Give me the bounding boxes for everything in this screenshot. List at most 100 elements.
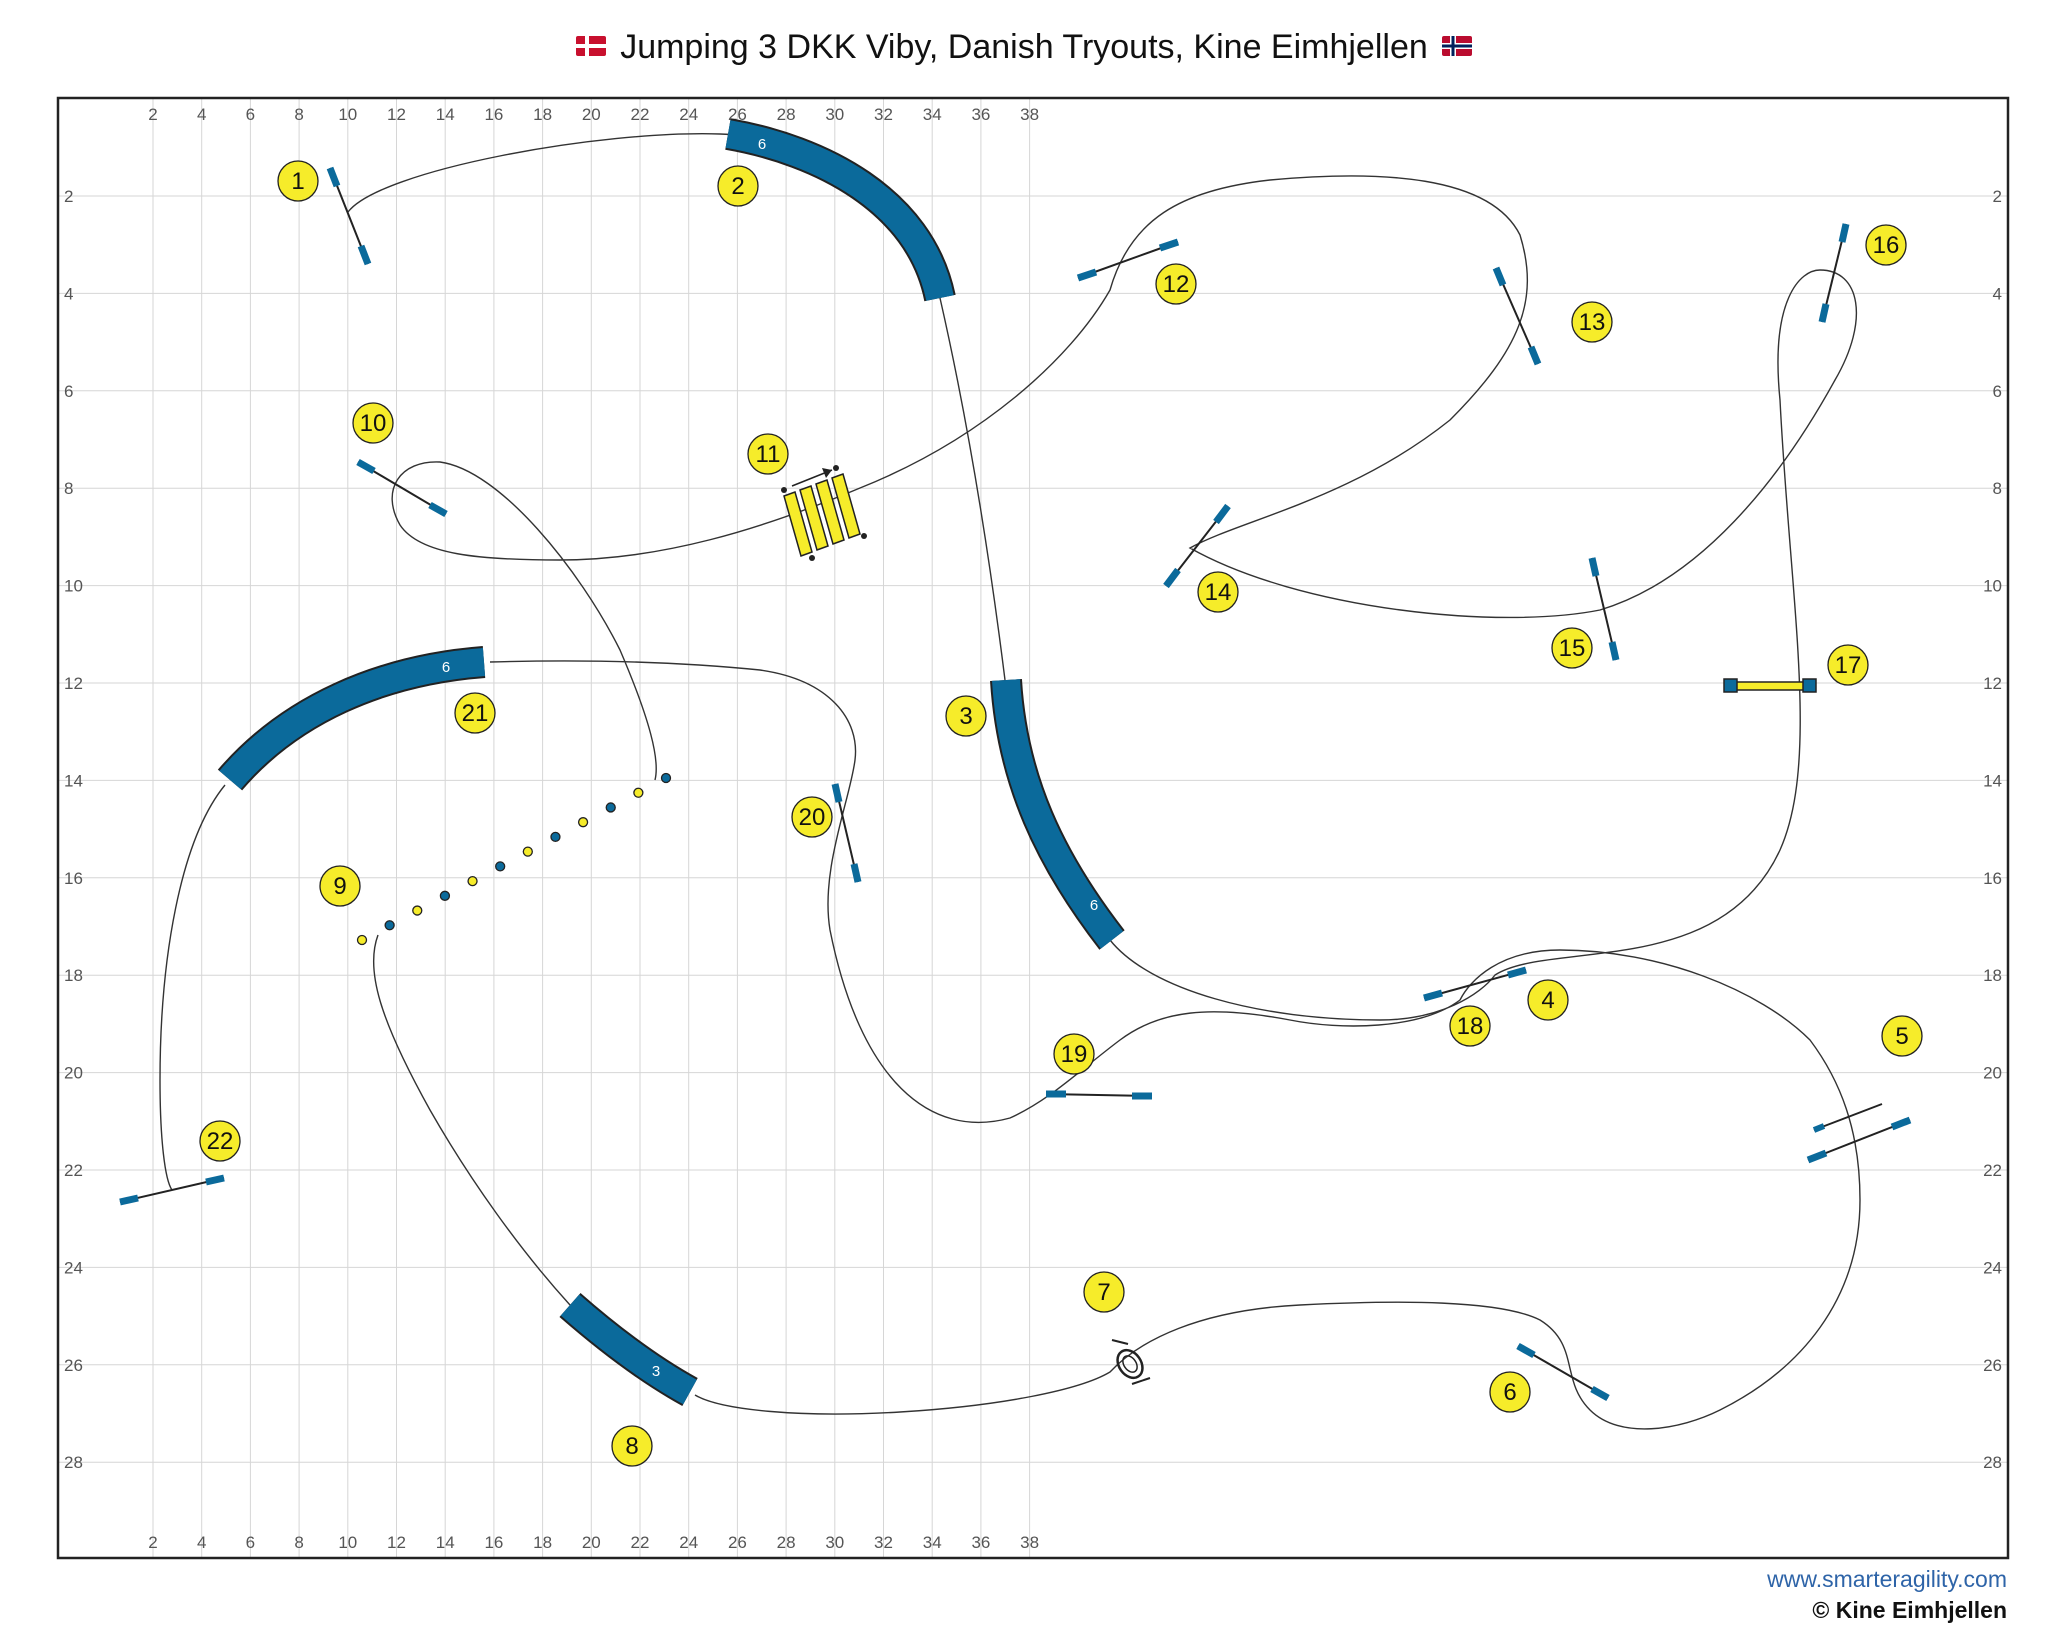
obstacle-number-2: 2 [717, 165, 759, 207]
x-tick-label-top: 10 [338, 105, 357, 124]
svg-text:3: 3 [652, 1363, 660, 1380]
y-tick-label-right: 8 [1993, 479, 2002, 498]
number-marker-text: 17 [1835, 652, 1862, 679]
y-tick-label-left: 26 [64, 1356, 83, 1375]
x-tick-label-top: 18 [533, 105, 552, 124]
y-tick-label-left: 28 [64, 1453, 83, 1472]
obstacle-number-8: 8 [611, 1425, 653, 1467]
number-marker-circle [1083, 1271, 1125, 1313]
x-tick-label-bottom: 16 [484, 1533, 503, 1552]
y-tick-label-left: 8 [64, 479, 73, 498]
jump-20 [831, 783, 862, 883]
jump-6 [1516, 1342, 1610, 1402]
svg-text:6: 6 [758, 136, 766, 153]
number-marker-text: 2 [731, 173, 744, 200]
x-tick-label-top: 28 [777, 105, 796, 124]
x-tick-label-bottom: 28 [777, 1533, 796, 1552]
grid-lines [58, 98, 2008, 1558]
x-tick-label-top: 36 [971, 105, 990, 124]
weave-pole [495, 861, 506, 872]
weave-pole [467, 875, 478, 887]
number-marker-circle [611, 1425, 653, 1467]
x-tick-label-top: 2 [148, 105, 157, 124]
svg-text:6: 6 [1090, 897, 1098, 914]
number-marker-circle [1827, 644, 1869, 686]
x-tick-label-bottom: 14 [436, 1533, 455, 1552]
number-marker-text: 11 [756, 441, 781, 468]
jump-18 [1423, 966, 1527, 1002]
number-marker-circle [199, 1120, 241, 1162]
weave-pole [633, 787, 644, 798]
x-tick-label-bottom: 4 [197, 1533, 206, 1552]
jump-15 [1588, 557, 1620, 661]
x-tick-label-bottom: 6 [246, 1533, 255, 1552]
x-tick-label-top: 16 [484, 105, 503, 124]
number-marker-circle [319, 865, 361, 907]
y-tick-label-left: 12 [64, 674, 83, 693]
obstacle-number-4: 4 [1527, 979, 1569, 1021]
svg-text:6: 6 [442, 659, 450, 676]
x-tick-label-top: 30 [825, 105, 844, 124]
x-tick-label-bottom: 32 [874, 1533, 893, 1552]
number-marker-circle [352, 402, 394, 444]
y-tick-label-left: 10 [64, 577, 83, 596]
obstacle-number-11: 11 [747, 433, 789, 475]
x-tick-label-bottom: 10 [338, 1533, 357, 1552]
obstacle-number-5: 5 [1881, 1015, 1923, 1057]
number-marker-text: 19 [1061, 1041, 1088, 1068]
x-tick-label-bottom: 12 [387, 1533, 406, 1552]
x-tick-label-top: 34 [923, 105, 942, 124]
x-tick-label-top: 14 [436, 105, 455, 124]
jump-14 [1163, 503, 1231, 589]
number-marker-text: 5 [1895, 1023, 1908, 1050]
weave-pole [412, 905, 423, 916]
y-tick-label-left: 6 [64, 382, 73, 401]
weave-pole [605, 802, 616, 813]
x-tick-label-bottom: 38 [1020, 1533, 1039, 1552]
weave-pole [384, 920, 395, 931]
x-tick-label-bottom: 18 [533, 1533, 552, 1552]
y-tick-label-right: 28 [1983, 1453, 2002, 1472]
y-tick-label-right: 10 [1983, 577, 2002, 596]
y-tick-label-right: 22 [1983, 1161, 2002, 1180]
number-marker-circle [1449, 1005, 1491, 1047]
x-tick-label-top: 38 [1020, 105, 1039, 124]
footer-url[interactable]: www.smarteragility.com [1767, 1566, 2007, 1592]
number-marker-text: 1 [291, 168, 304, 195]
obstacle-number-15: 15 [1551, 627, 1593, 669]
obstacle-number-1: 1 [277, 160, 319, 202]
number-marker-circle [277, 160, 319, 202]
y-tick-label-left: 20 [64, 1064, 83, 1083]
number-marker-text: 8 [625, 1433, 638, 1460]
y-tick-label-right: 24 [1983, 1258, 2002, 1277]
number-marker-text: 21 [462, 700, 489, 727]
y-tick-label-right: 20 [1983, 1064, 2002, 1083]
jump-1 [326, 166, 372, 266]
obstacle-number-13: 13 [1571, 301, 1613, 343]
obstacle-number-19: 19 [1053, 1033, 1095, 1075]
x-tick-label-bottom: 34 [923, 1533, 942, 1552]
tire-7 [1111, 1339, 1151, 1385]
obstacle-number-9: 9 [319, 865, 361, 907]
x-tick-label-bottom: 2 [148, 1533, 157, 1552]
number-marker-text: 4 [1541, 987, 1554, 1014]
weave-pole [660, 772, 672, 784]
norway-flag-icon [1441, 36, 1472, 57]
x-tick-label-bottom: 26 [728, 1533, 747, 1552]
jump-22 [119, 1174, 225, 1206]
jump-10 [356, 458, 448, 518]
tunnel-3: 6 [990, 679, 1125, 950]
obstacle-number-22: 22 [199, 1120, 241, 1162]
obstacle-number-17: 17 [1827, 644, 1869, 686]
obstacle-number-14: 14 [1197, 571, 1239, 613]
number-marker-circle [945, 695, 987, 737]
number-marker-circle [1881, 1015, 1923, 1057]
number-marker-circle [1155, 263, 1197, 305]
number-marker-text: 13 [1579, 309, 1606, 336]
long-jump-11 [781, 465, 867, 561]
y-tick-label-left: 22 [64, 1161, 83, 1180]
obstacle-number-6: 6 [1489, 1371, 1531, 1413]
y-tick-label-left: 2 [64, 187, 73, 206]
y-tick-label-right: 2 [1993, 187, 2002, 206]
